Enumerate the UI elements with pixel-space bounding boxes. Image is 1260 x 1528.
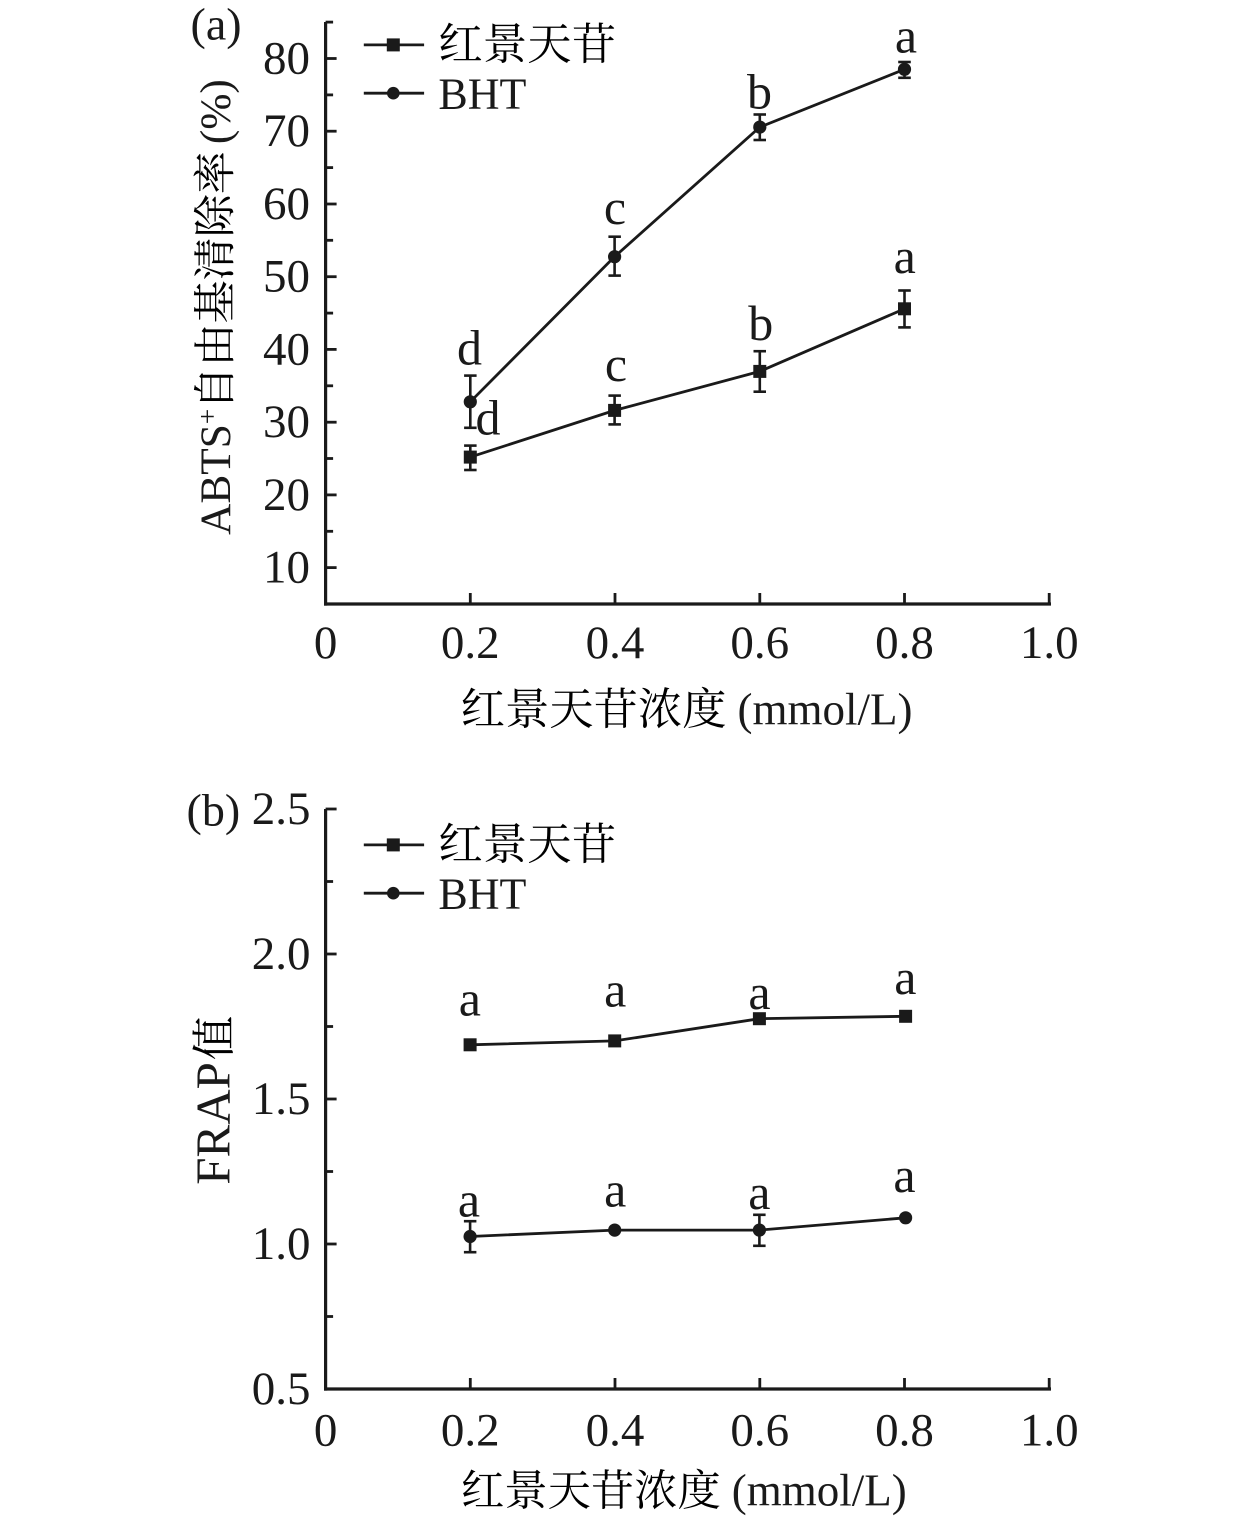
svg-text:a: a bbox=[459, 970, 481, 1026]
svg-text:d: d bbox=[457, 320, 482, 376]
svg-text:a: a bbox=[894, 228, 916, 284]
svg-text:30: 30 bbox=[263, 396, 310, 448]
svg-text:c: c bbox=[605, 336, 627, 392]
svg-text:BHT: BHT bbox=[438, 869, 526, 918]
svg-text:(mmol/L): (mmol/L) bbox=[732, 1466, 907, 1516]
svg-text:(%): (%) bbox=[192, 79, 240, 144]
svg-text:70: 70 bbox=[263, 105, 310, 157]
svg-text:0.6: 0.6 bbox=[730, 617, 789, 669]
svg-text:1.0: 1.0 bbox=[1020, 1404, 1079, 1456]
svg-text:0.8: 0.8 bbox=[875, 1404, 934, 1456]
svg-text:b: b bbox=[748, 295, 773, 351]
svg-text:1.0: 1.0 bbox=[1020, 617, 1079, 669]
svg-text:FRAP: FRAP bbox=[186, 1062, 241, 1185]
svg-text:0.2: 0.2 bbox=[441, 617, 500, 669]
svg-text:0: 0 bbox=[314, 1404, 338, 1456]
svg-text:a: a bbox=[895, 8, 917, 64]
svg-text:(a): (a) bbox=[191, 0, 242, 50]
svg-text:20: 20 bbox=[263, 469, 310, 521]
svg-text:a: a bbox=[894, 949, 916, 1005]
svg-text:2.5: 2.5 bbox=[252, 783, 311, 835]
svg-text:0: 0 bbox=[314, 617, 338, 669]
svg-text:a: a bbox=[604, 1161, 626, 1217]
svg-text:2.0: 2.0 bbox=[252, 928, 311, 980]
svg-text:1.0: 1.0 bbox=[252, 1218, 311, 1270]
svg-text:0.4: 0.4 bbox=[586, 1404, 645, 1456]
svg-text:1.5: 1.5 bbox=[252, 1073, 311, 1125]
svg-text:c: c bbox=[604, 179, 626, 235]
svg-text:40: 40 bbox=[263, 323, 310, 375]
svg-text:b: b bbox=[747, 64, 772, 120]
svg-text:60: 60 bbox=[263, 178, 310, 230]
svg-text:0.8: 0.8 bbox=[875, 617, 934, 669]
svg-text:a: a bbox=[458, 1171, 480, 1227]
svg-text:a: a bbox=[893, 1147, 915, 1203]
svg-text:0.6: 0.6 bbox=[730, 1404, 789, 1456]
svg-text:0.4: 0.4 bbox=[586, 617, 645, 669]
svg-text:a: a bbox=[748, 964, 770, 1020]
svg-text:a: a bbox=[604, 961, 626, 1017]
svg-text:0.2: 0.2 bbox=[441, 1404, 500, 1456]
svg-text:a: a bbox=[748, 1164, 770, 1220]
svg-text:10: 10 bbox=[263, 542, 310, 594]
svg-text:80: 80 bbox=[263, 33, 310, 85]
svg-text:50: 50 bbox=[263, 251, 310, 303]
svg-text:d: d bbox=[476, 390, 501, 446]
svg-text:BHT: BHT bbox=[438, 69, 526, 118]
svg-text:(b): (b) bbox=[187, 785, 241, 836]
svg-text:(mmol/L): (mmol/L) bbox=[738, 685, 913, 735]
svg-text:ABTS+: ABTS+ bbox=[192, 409, 241, 535]
svg-text:0.5: 0.5 bbox=[252, 1363, 311, 1415]
